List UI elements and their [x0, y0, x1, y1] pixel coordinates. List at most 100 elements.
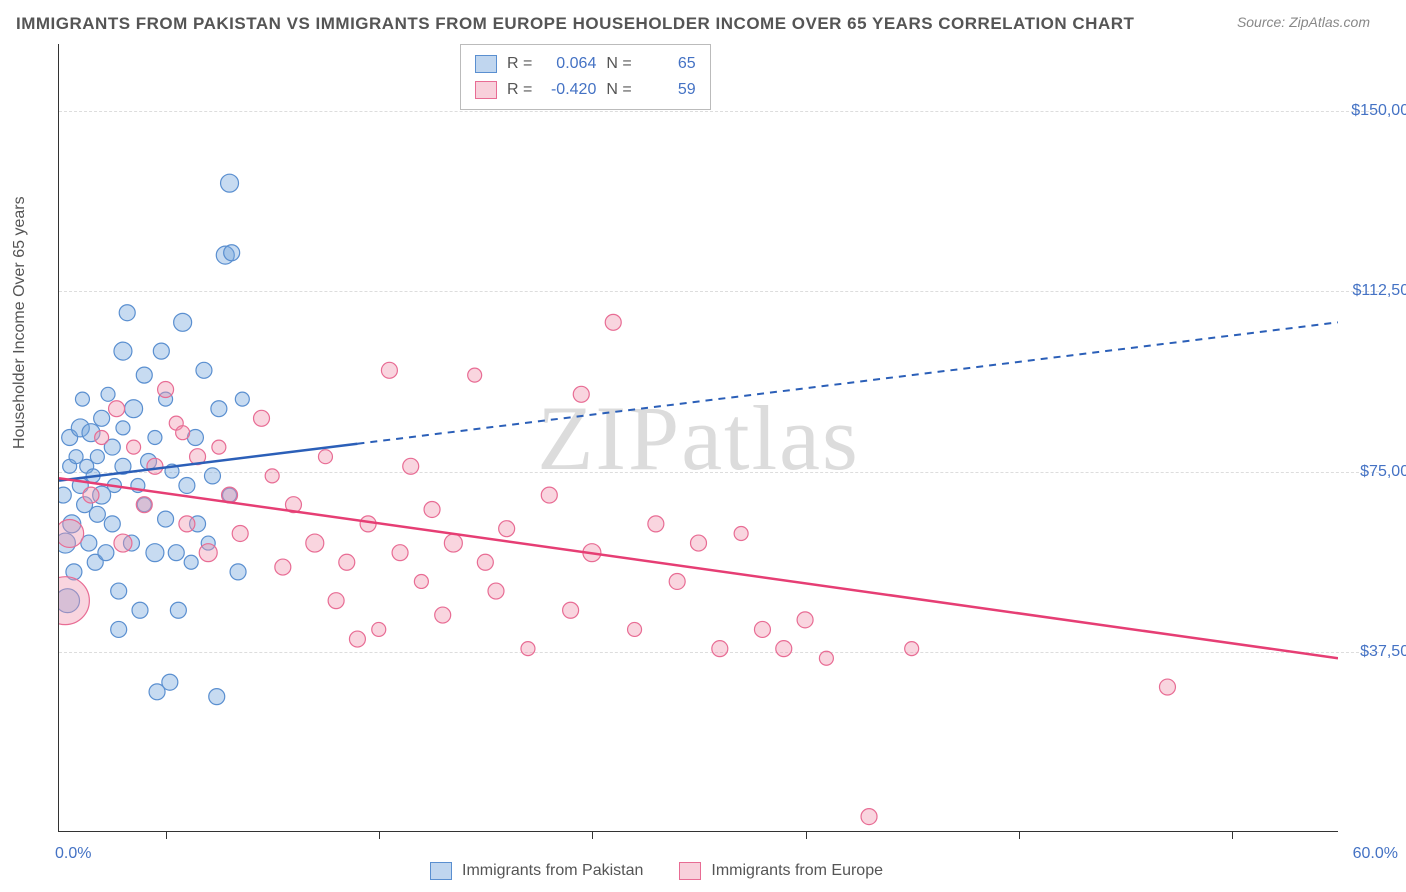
data-point: [136, 497, 152, 513]
data-point: [776, 641, 792, 657]
legend-stats-row-pink: R = -0.420 N = 59: [475, 77, 696, 103]
data-point: [176, 426, 190, 440]
data-point: [349, 631, 365, 647]
data-point: [209, 689, 225, 705]
data-point: [797, 612, 813, 628]
data-point: [104, 516, 120, 532]
data-point: [170, 602, 186, 618]
legend-item-pakistan: Immigrants from Pakistan: [430, 862, 643, 880]
data-point: [212, 440, 226, 454]
data-point: [174, 313, 192, 331]
x-axis-max-label: 60.0%: [1353, 845, 1398, 863]
data-point: [204, 468, 220, 484]
data-point: [146, 544, 164, 562]
data-point: [339, 554, 355, 570]
data-point: [59, 577, 89, 625]
data-point: [905, 642, 919, 656]
data-point: [221, 174, 239, 192]
source-attribution: Source: ZipAtlas.com: [1237, 14, 1370, 30]
data-point: [499, 521, 515, 537]
r-label: R =: [507, 81, 532, 99]
data-point: [605, 314, 621, 330]
r-value-pink: -0.420: [542, 81, 596, 99]
n-label: N =: [606, 81, 631, 99]
data-point: [90, 450, 104, 464]
data-point: [196, 362, 212, 378]
data-point: [754, 621, 770, 637]
y-tick-label: $112,500: [1348, 282, 1406, 300]
data-point: [381, 362, 397, 378]
data-point: [136, 367, 152, 383]
n-value-pink: 59: [642, 81, 696, 99]
data-point: [224, 245, 240, 261]
data-point: [521, 642, 535, 656]
data-point: [98, 545, 114, 561]
y-axis-title: Householder Income Over 65 years: [11, 196, 29, 449]
data-point: [114, 342, 132, 360]
legend-series: Immigrants from Pakistan Immigrants from…: [430, 862, 883, 880]
data-point: [414, 574, 428, 588]
data-point: [691, 535, 707, 551]
x-tick: [166, 831, 167, 839]
legend-label: Immigrants from Europe: [711, 862, 883, 880]
data-point: [153, 343, 169, 359]
data-point: [75, 392, 89, 406]
data-point: [211, 401, 227, 417]
data-point: [95, 431, 109, 445]
x-tick: [379, 831, 380, 839]
data-point: [116, 421, 130, 435]
data-point: [403, 458, 419, 474]
data-point: [444, 534, 462, 552]
data-point: [101, 387, 115, 401]
data-point: [168, 545, 184, 561]
data-point: [158, 382, 174, 398]
data-point: [230, 564, 246, 580]
data-point: [861, 809, 877, 825]
data-point: [1159, 679, 1175, 695]
data-point: [669, 573, 685, 589]
data-point: [275, 559, 291, 575]
data-point: [179, 516, 195, 532]
n-value-blue: 65: [642, 55, 696, 73]
data-point: [94, 410, 110, 426]
r-label: R =: [507, 55, 532, 73]
x-tick: [806, 831, 807, 839]
data-point: [184, 555, 198, 569]
data-point: [435, 607, 451, 623]
data-point: [59, 519, 84, 547]
data-point: [328, 593, 344, 609]
data-point: [306, 534, 324, 552]
data-point: [89, 506, 105, 522]
n-label: N =: [606, 55, 631, 73]
data-point: [109, 401, 125, 417]
y-tick-label: $75,000: [1348, 463, 1406, 481]
data-point: [488, 583, 504, 599]
data-point: [111, 621, 127, 637]
data-point: [648, 516, 664, 532]
r-value-blue: 0.064: [542, 55, 596, 73]
data-point: [819, 651, 833, 665]
chart-title: IMMIGRANTS FROM PAKISTAN VS IMMIGRANTS F…: [16, 14, 1134, 34]
data-point: [199, 544, 217, 562]
data-point: [468, 368, 482, 382]
legend-stats: R = 0.064 N = 65 R = -0.420 N = 59: [460, 44, 711, 110]
legend-item-europe: Immigrants from Europe: [679, 862, 883, 880]
trend-line-solid: [59, 478, 1338, 658]
data-point: [254, 410, 270, 426]
data-point: [147, 458, 163, 474]
swatch-blue-icon: [430, 862, 452, 880]
data-point: [125, 400, 143, 418]
data-point: [162, 674, 178, 690]
data-point: [372, 622, 386, 636]
data-point: [235, 392, 249, 406]
data-point: [734, 526, 748, 540]
swatch-pink-icon: [475, 81, 497, 99]
data-point: [114, 534, 132, 552]
data-point: [179, 477, 195, 493]
data-point: [265, 469, 279, 483]
data-point: [59, 487, 71, 503]
plot-area: ZIPatlas 0.0% 60.0% $37,500$75,000$112,5…: [58, 44, 1338, 832]
data-point: [360, 516, 376, 532]
y-tick-label: $150,000: [1348, 102, 1406, 120]
data-point: [563, 602, 579, 618]
